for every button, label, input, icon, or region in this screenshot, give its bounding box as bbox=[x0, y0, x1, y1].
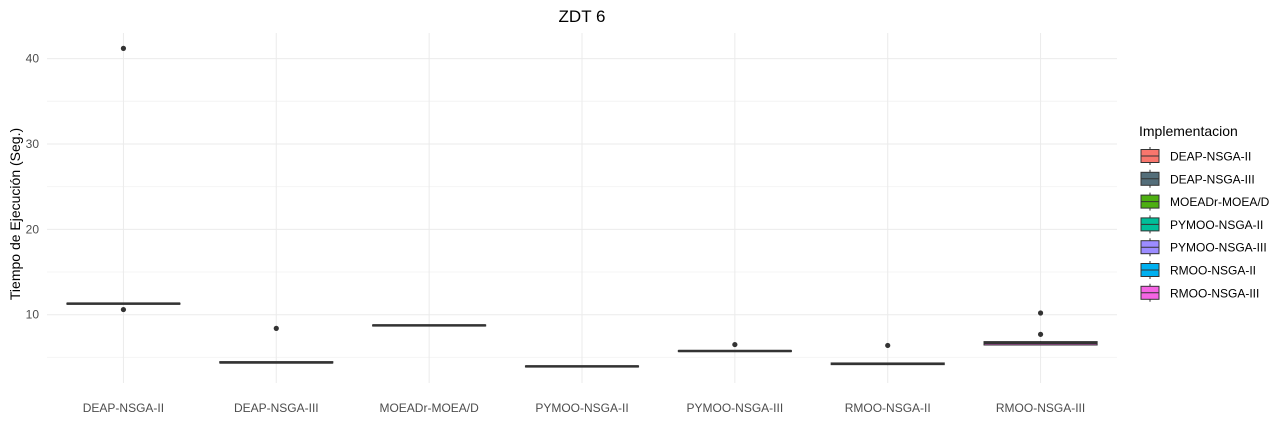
legend-item: RMOO-NSGA-II bbox=[1140, 261, 1256, 279]
legend-item: DEAP-NSGA-III bbox=[1140, 169, 1255, 188]
x-tick-label: PYMOO-NSGA-II bbox=[535, 401, 628, 415]
legend-label: PYMOO-NSGA-II bbox=[1170, 218, 1263, 232]
legend-item: PYMOO-NSGA-III bbox=[1140, 238, 1267, 257]
legend-title: Implementacion bbox=[1139, 123, 1238, 139]
y-tick-label: 10 bbox=[26, 308, 40, 322]
legend-item: PYMOO-NSGA-II bbox=[1140, 215, 1263, 234]
legend-label: DEAP-NSGA-II bbox=[1170, 150, 1251, 164]
y-axis-title: Tiempo de Ejecución (Seg.) bbox=[7, 128, 23, 300]
axes: 10 20 30 40 DEAP-NSGA-II DEAP-NSGA-III MOEADr-… bbox=[26, 52, 1086, 415]
y-tick-label: 40 bbox=[26, 52, 40, 66]
chart-title: ZDT 6 bbox=[559, 7, 606, 26]
legend-label: RMOO-NSGA-III bbox=[1170, 286, 1259, 300]
x-tick-label: PYMOO-NSGA-III bbox=[687, 401, 784, 415]
legend: Implementacion DEAP-NSGA-II DEAP-NSGA-III… bbox=[1139, 123, 1270, 302]
legend-label: MOEADr-MOEA/D bbox=[1170, 195, 1270, 209]
box-rmoo-nsga-ii bbox=[830, 342, 945, 366]
box-pymoo-nsga-ii bbox=[524, 365, 640, 368]
legend-item: MOEADr-MOEA/D bbox=[1140, 192, 1270, 211]
legend-item: DEAP-NSGA-II bbox=[1140, 147, 1251, 165]
x-tick-label: RMOO-NSGA-III bbox=[996, 401, 1085, 415]
x-tick-label: DEAP-NSGA-III bbox=[234, 401, 319, 415]
box-pymoo-nsga-iii bbox=[677, 341, 792, 353]
box-plots bbox=[66, 45, 1098, 368]
outlier-point bbox=[885, 342, 891, 349]
outlier-point bbox=[1037, 331, 1044, 337]
legend-label: DEAP-NSGA-III bbox=[1170, 172, 1255, 186]
box-deap-nsga-ii bbox=[66, 45, 181, 313]
outlier-point bbox=[273, 325, 279, 331]
box-moeadr-moea-d bbox=[372, 324, 487, 327]
box-rmoo-nsga-iii bbox=[983, 310, 1098, 346]
x-tick-label: RMOO-NSGA-II bbox=[845, 401, 931, 415]
legend-label: RMOO-NSGA-II bbox=[1170, 264, 1256, 278]
x-tick-label: MOEADr-MOEA/D bbox=[379, 401, 479, 415]
y-tick-label: 30 bbox=[26, 137, 40, 151]
grid-lines bbox=[47, 33, 1117, 383]
y-tick-label: 20 bbox=[26, 222, 40, 236]
x-tick-label: DEAP-NSGA-II bbox=[83, 401, 164, 415]
legend-label: PYMOO-NSGA-III bbox=[1170, 241, 1267, 255]
outlier-point bbox=[732, 341, 738, 348]
outlier-point bbox=[120, 306, 127, 313]
legend-item: RMOO-NSGA-III bbox=[1140, 283, 1259, 302]
outlier-point bbox=[1037, 310, 1044, 316]
box-deap-nsga-iii bbox=[219, 325, 334, 364]
outlier-point bbox=[120, 45, 127, 51]
